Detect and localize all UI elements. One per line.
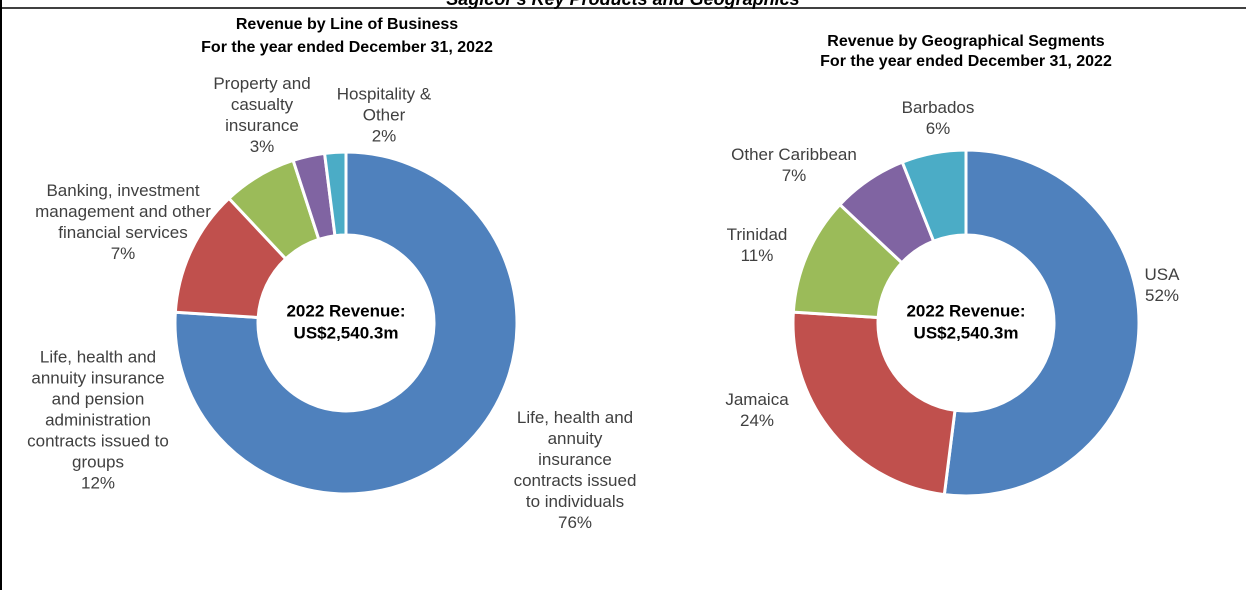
- category-name: Barbados: [901, 98, 975, 117]
- center-text: 2022 Revenue:: [286, 301, 405, 320]
- value-label: 7%: [110, 244, 136, 263]
- chart-subtitle: For the year ended December 31, 2022: [201, 39, 493, 56]
- chart-title: Revenue by Line of Business: [236, 16, 458, 33]
- slice-label: Other Caribbean 7%: [724, 144, 864, 186]
- value-label: 2%: [371, 126, 397, 146]
- category-name: Other Caribbean: [731, 145, 857, 164]
- value-label: 3%: [249, 137, 275, 156]
- category-name: Life, health and annuity insurance contr…: [513, 408, 637, 511]
- category-name: Life, health and annuity insurance and p…: [27, 347, 169, 472]
- chart-title: Revenue by Geographical Segments: [827, 33, 1105, 50]
- value-label: 6%: [925, 119, 951, 138]
- category-name: Hospitality & Other: [336, 84, 432, 125]
- slice-label: Life, health and annuity insurance contr…: [510, 407, 640, 533]
- slice-label: Trinidad 11%: [707, 224, 807, 266]
- center-text: US$2,540.3m: [294, 323, 399, 342]
- category-name: Banking, investment management and other…: [35, 181, 211, 242]
- slice-label: USA 52%: [1117, 264, 1207, 306]
- value-label: 52%: [1144, 286, 1180, 305]
- value-label: 11%: [740, 246, 774, 265]
- chart-subtitle: For the year ended December 31, 2022: [820, 53, 1112, 70]
- value-label: 12%: [80, 473, 116, 493]
- category-name: Jamaica: [725, 390, 789, 409]
- slice-label: Life, health and annuity insurance and p…: [18, 347, 178, 494]
- donut-slice: [173, 150, 519, 496]
- value-label: 76%: [557, 513, 593, 532]
- slice-label: Property and casualty insurance 3%: [192, 73, 332, 157]
- value-label: 7%: [781, 166, 807, 185]
- donut-slice: [791, 310, 957, 497]
- donut-slice: [900, 148, 968, 244]
- center-text: US$2,540.3m: [914, 323, 1019, 342]
- center-text: 2022 Revenue:: [906, 301, 1025, 320]
- category-name: USA: [1144, 265, 1180, 284]
- value-label: 24%: [739, 411, 775, 430]
- header-title: Sagicor's Key Products and Geographics: [0, 0, 1246, 10]
- slice-label: Barbados 6%: [888, 97, 988, 139]
- slice-label: Hospitality & Other 2%: [329, 84, 439, 147]
- donut-slice: [942, 148, 1141, 498]
- donut-slice: [322, 150, 348, 238]
- slice-label: Jamaica 24%: [707, 389, 807, 431]
- slice-label: Banking, investment management and other…: [33, 180, 213, 264]
- category-name: Property and casualty insurance: [213, 74, 311, 135]
- category-name: Trinidad: [726, 225, 788, 244]
